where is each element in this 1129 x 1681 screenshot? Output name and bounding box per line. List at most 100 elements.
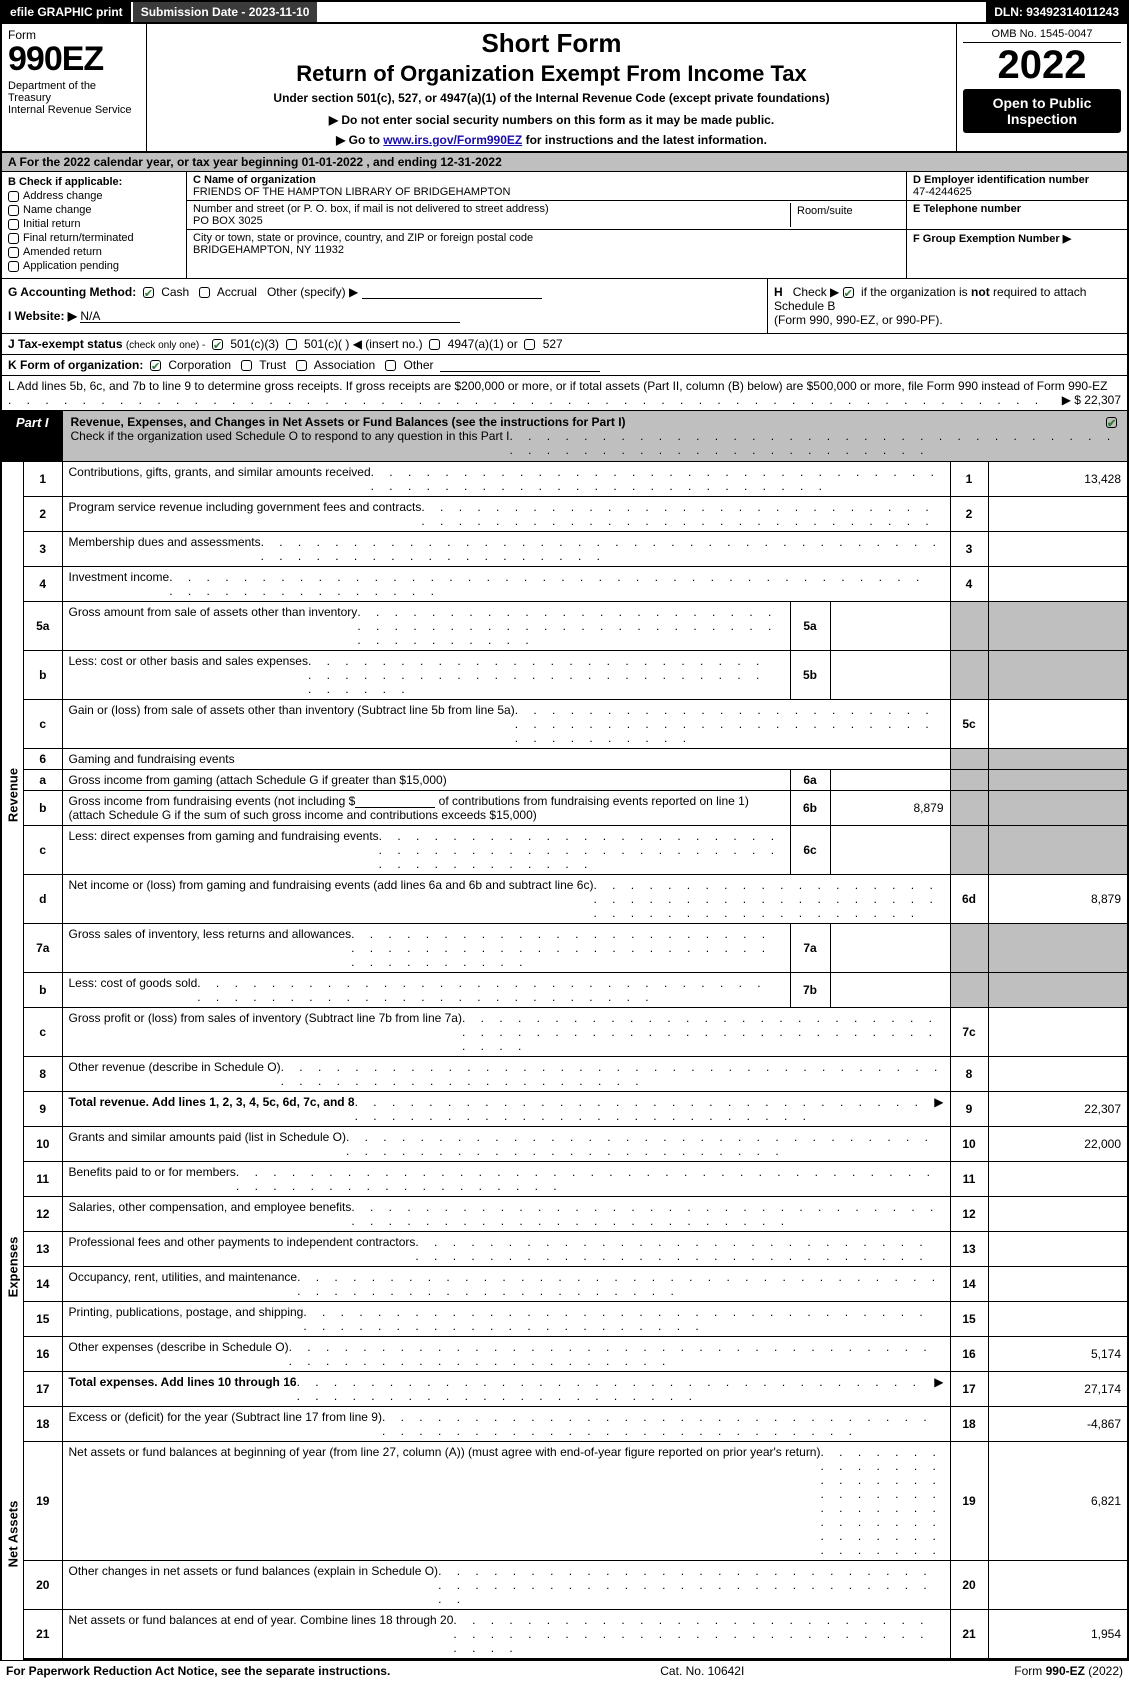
lbl-501c3: 501(c)(3) <box>230 337 279 351</box>
line-20: 20 Other changes in net assets or fund b… <box>24 1561 1128 1610</box>
website-value: N/A <box>80 309 460 323</box>
lbl-other: Other (specify) ▶ <box>267 285 358 299</box>
chk-association[interactable] <box>296 360 307 371</box>
city-block: City or town, state or province, country… <box>187 230 906 258</box>
line-7c: c Gross profit or (loss) from sales of i… <box>24 1008 1128 1057</box>
row-h-text2: if the organization is <box>861 285 968 299</box>
other-org-line[interactable] <box>440 358 600 372</box>
org-name: FRIENDS OF THE HAMPTON LIBRARY OF BRIDGE… <box>193 186 510 198</box>
line-9: 9 Total revenue. Add lines 1, 2, 3, 4, 5… <box>24 1092 1128 1127</box>
ssn-warning: ▶ Do not enter social security numbers o… <box>155 113 948 127</box>
chk-address-change[interactable]: Address change <box>8 190 180 202</box>
line-16: 16 Other expenses (describe in Schedule … <box>24 1337 1128 1372</box>
public-inspection-badge: Open to Public Inspection <box>963 89 1121 133</box>
col-c: C Name of organization FRIENDS OF THE HA… <box>187 172 907 278</box>
line-2: 2 Program service revenue including gove… <box>24 497 1128 532</box>
ein-block: D Employer identification number 47-4244… <box>907 172 1127 201</box>
revenue-label: Revenue <box>0 462 24 1127</box>
chk-schedule-o[interactable] <box>1106 417 1117 428</box>
line-3: 3 Membership dues and assessments 3 <box>24 532 1128 567</box>
efile-print: efile GRAPHIC print <box>2 2 131 22</box>
city-value: BRIDGEHAMPTON, NY 11932 <box>193 244 344 256</box>
street-block: Number and street (or P. O. box, if mail… <box>187 201 906 230</box>
room-suite: Room/suite <box>790 203 900 227</box>
chk-final-return[interactable]: Final return/terminated <box>8 232 180 244</box>
lbl-527: 527 <box>543 337 563 351</box>
row-h-text4: (Form 990, 990-EZ, or 990-PF). <box>774 313 943 327</box>
ein-lbl: D Employer identification number <box>913 174 1089 186</box>
chk-4947[interactable] <box>429 339 440 350</box>
line-4: 4 Investment income 4 <box>24 567 1128 602</box>
line-17: 17 Total expenses. Add lines 10 through … <box>24 1372 1128 1407</box>
line-6b: b Gross income from fundraising events (… <box>24 791 1128 826</box>
netassets-table: 18 Excess or (deficit) for the year (Sub… <box>24 1407 1129 1660</box>
line-14: 14 Occupancy, rent, utilities, and maint… <box>24 1267 1128 1302</box>
lbl-other-org: Other <box>404 358 434 372</box>
chk-name-change[interactable]: Name change <box>8 204 180 216</box>
row-a-tax-year: A For the 2022 calendar year, or tax yea… <box>0 153 1129 172</box>
chk-501c3[interactable] <box>212 339 223 350</box>
line-6a: a Gross income from gaming (attach Sched… <box>24 770 1128 791</box>
expenses-section: Expenses 10 Grants and similar amounts p… <box>0 1127 1129 1407</box>
chk-corporation[interactable] <box>150 360 161 371</box>
row-l-text: L Add lines 5b, 6c, and 7b to line 9 to … <box>8 379 1107 393</box>
lbl-accrual: Accrual <box>217 285 257 299</box>
line-19: 19 Net assets or fund balances at beginn… <box>24 1442 1128 1561</box>
topbar: efile GRAPHIC print Submission Date - 20… <box>0 0 1129 24</box>
line-12: 12 Salaries, other compensation, and emp… <box>24 1197 1128 1232</box>
tax-year: 2022 <box>963 45 1121 85</box>
chk-schedule-b[interactable] <box>843 287 854 298</box>
row-h-lbl: H <box>774 285 783 299</box>
lbl-association: Association <box>314 358 375 372</box>
row-g: G Accounting Method: Cash Accrual Other … <box>2 279 767 333</box>
chk-527[interactable] <box>524 339 535 350</box>
netassets-label: Net Assets <box>0 1407 24 1660</box>
dept-treasury: Department of the Treasury Internal Reve… <box>8 80 140 116</box>
lbl-corporation: Corporation <box>168 358 231 372</box>
chk-initial-return[interactable]: Initial return <box>8 218 180 230</box>
row-l: L Add lines 5b, 6c, and 7b to line 9 to … <box>0 376 1129 411</box>
submission-date: Submission Date - 2023-11-10 <box>131 2 318 22</box>
expenses-table: 10 Grants and similar amounts paid (list… <box>24 1127 1129 1407</box>
street-value: PO BOX 3025 <box>193 215 263 227</box>
row-h-not: not <box>971 285 990 299</box>
line-1: 1 Contributions, gifts, grants, and simi… <box>24 462 1128 497</box>
goto-note: ▶ Go to www.irs.gov/Form990EZ for instru… <box>155 133 948 147</box>
lbl-501c: 501(c)( ) ◀ (insert no.) <box>304 337 423 351</box>
group-exemption-block: F Group Exemption Number ▶ <box>907 230 1127 259</box>
chk-accrual[interactable] <box>199 287 210 298</box>
row-j-small: (check only one) - <box>126 340 205 351</box>
header-right: OMB No. 1545-0047 2022 Open to Public In… <box>957 24 1127 151</box>
col-b-hdr: B Check if applicable: <box>8 176 122 188</box>
row-gh: G Accounting Method: Cash Accrual Other … <box>0 279 1129 334</box>
irs-link[interactable]: www.irs.gov/Form990EZ <box>383 133 522 147</box>
netassets-section: Net Assets 18 Excess or (deficit) for th… <box>0 1407 1129 1660</box>
row-j: J Tax-exempt status (check only one) - 5… <box>0 334 1129 355</box>
city-lbl: City or town, state or province, country… <box>193 232 533 244</box>
col-def: D Employer identification number 47-4244… <box>907 172 1127 278</box>
chk-trust[interactable] <box>241 360 252 371</box>
header-center: Short Form Return of Organization Exempt… <box>147 24 957 151</box>
chk-application-pending[interactable]: Application pending <box>8 260 180 272</box>
col-b: B Check if applicable: Address change Na… <box>2 172 187 278</box>
expenses-label: Expenses <box>0 1127 24 1407</box>
row-j-lbl: J Tax-exempt status <box>8 337 123 351</box>
tel-lbl: E Telephone number <box>913 203 1021 215</box>
form-number: 990EZ <box>8 42 140 76</box>
tel-block: E Telephone number <box>907 201 1127 230</box>
group-exemption-lbl: F Group Exemption Number ▶ <box>913 233 1071 245</box>
return-title: Return of Organization Exempt From Incom… <box>155 61 948 87</box>
org-name-lbl: C Name of organization <box>193 174 316 186</box>
chk-cash[interactable] <box>143 287 154 298</box>
part1-title: Revenue, Expenses, and Changes in Net As… <box>63 411 1127 461</box>
other-specify-line[interactable] <box>362 285 542 299</box>
row-k: K Form of organization: Corporation Trus… <box>0 355 1129 376</box>
chk-501c[interactable] <box>286 339 297 350</box>
chk-other-org[interactable] <box>385 360 396 371</box>
org-name-block: C Name of organization FRIENDS OF THE HA… <box>187 172 906 201</box>
street-lbl: Number and street (or P. O. box, if mail… <box>193 203 549 215</box>
dln: DLN: 93492314011243 <box>986 2 1127 22</box>
header-left: Form 990EZ Department of the Treasury In… <box>2 24 147 151</box>
part1-tab: Part I <box>2 411 63 461</box>
chk-amended-return[interactable]: Amended return <box>8 246 180 258</box>
